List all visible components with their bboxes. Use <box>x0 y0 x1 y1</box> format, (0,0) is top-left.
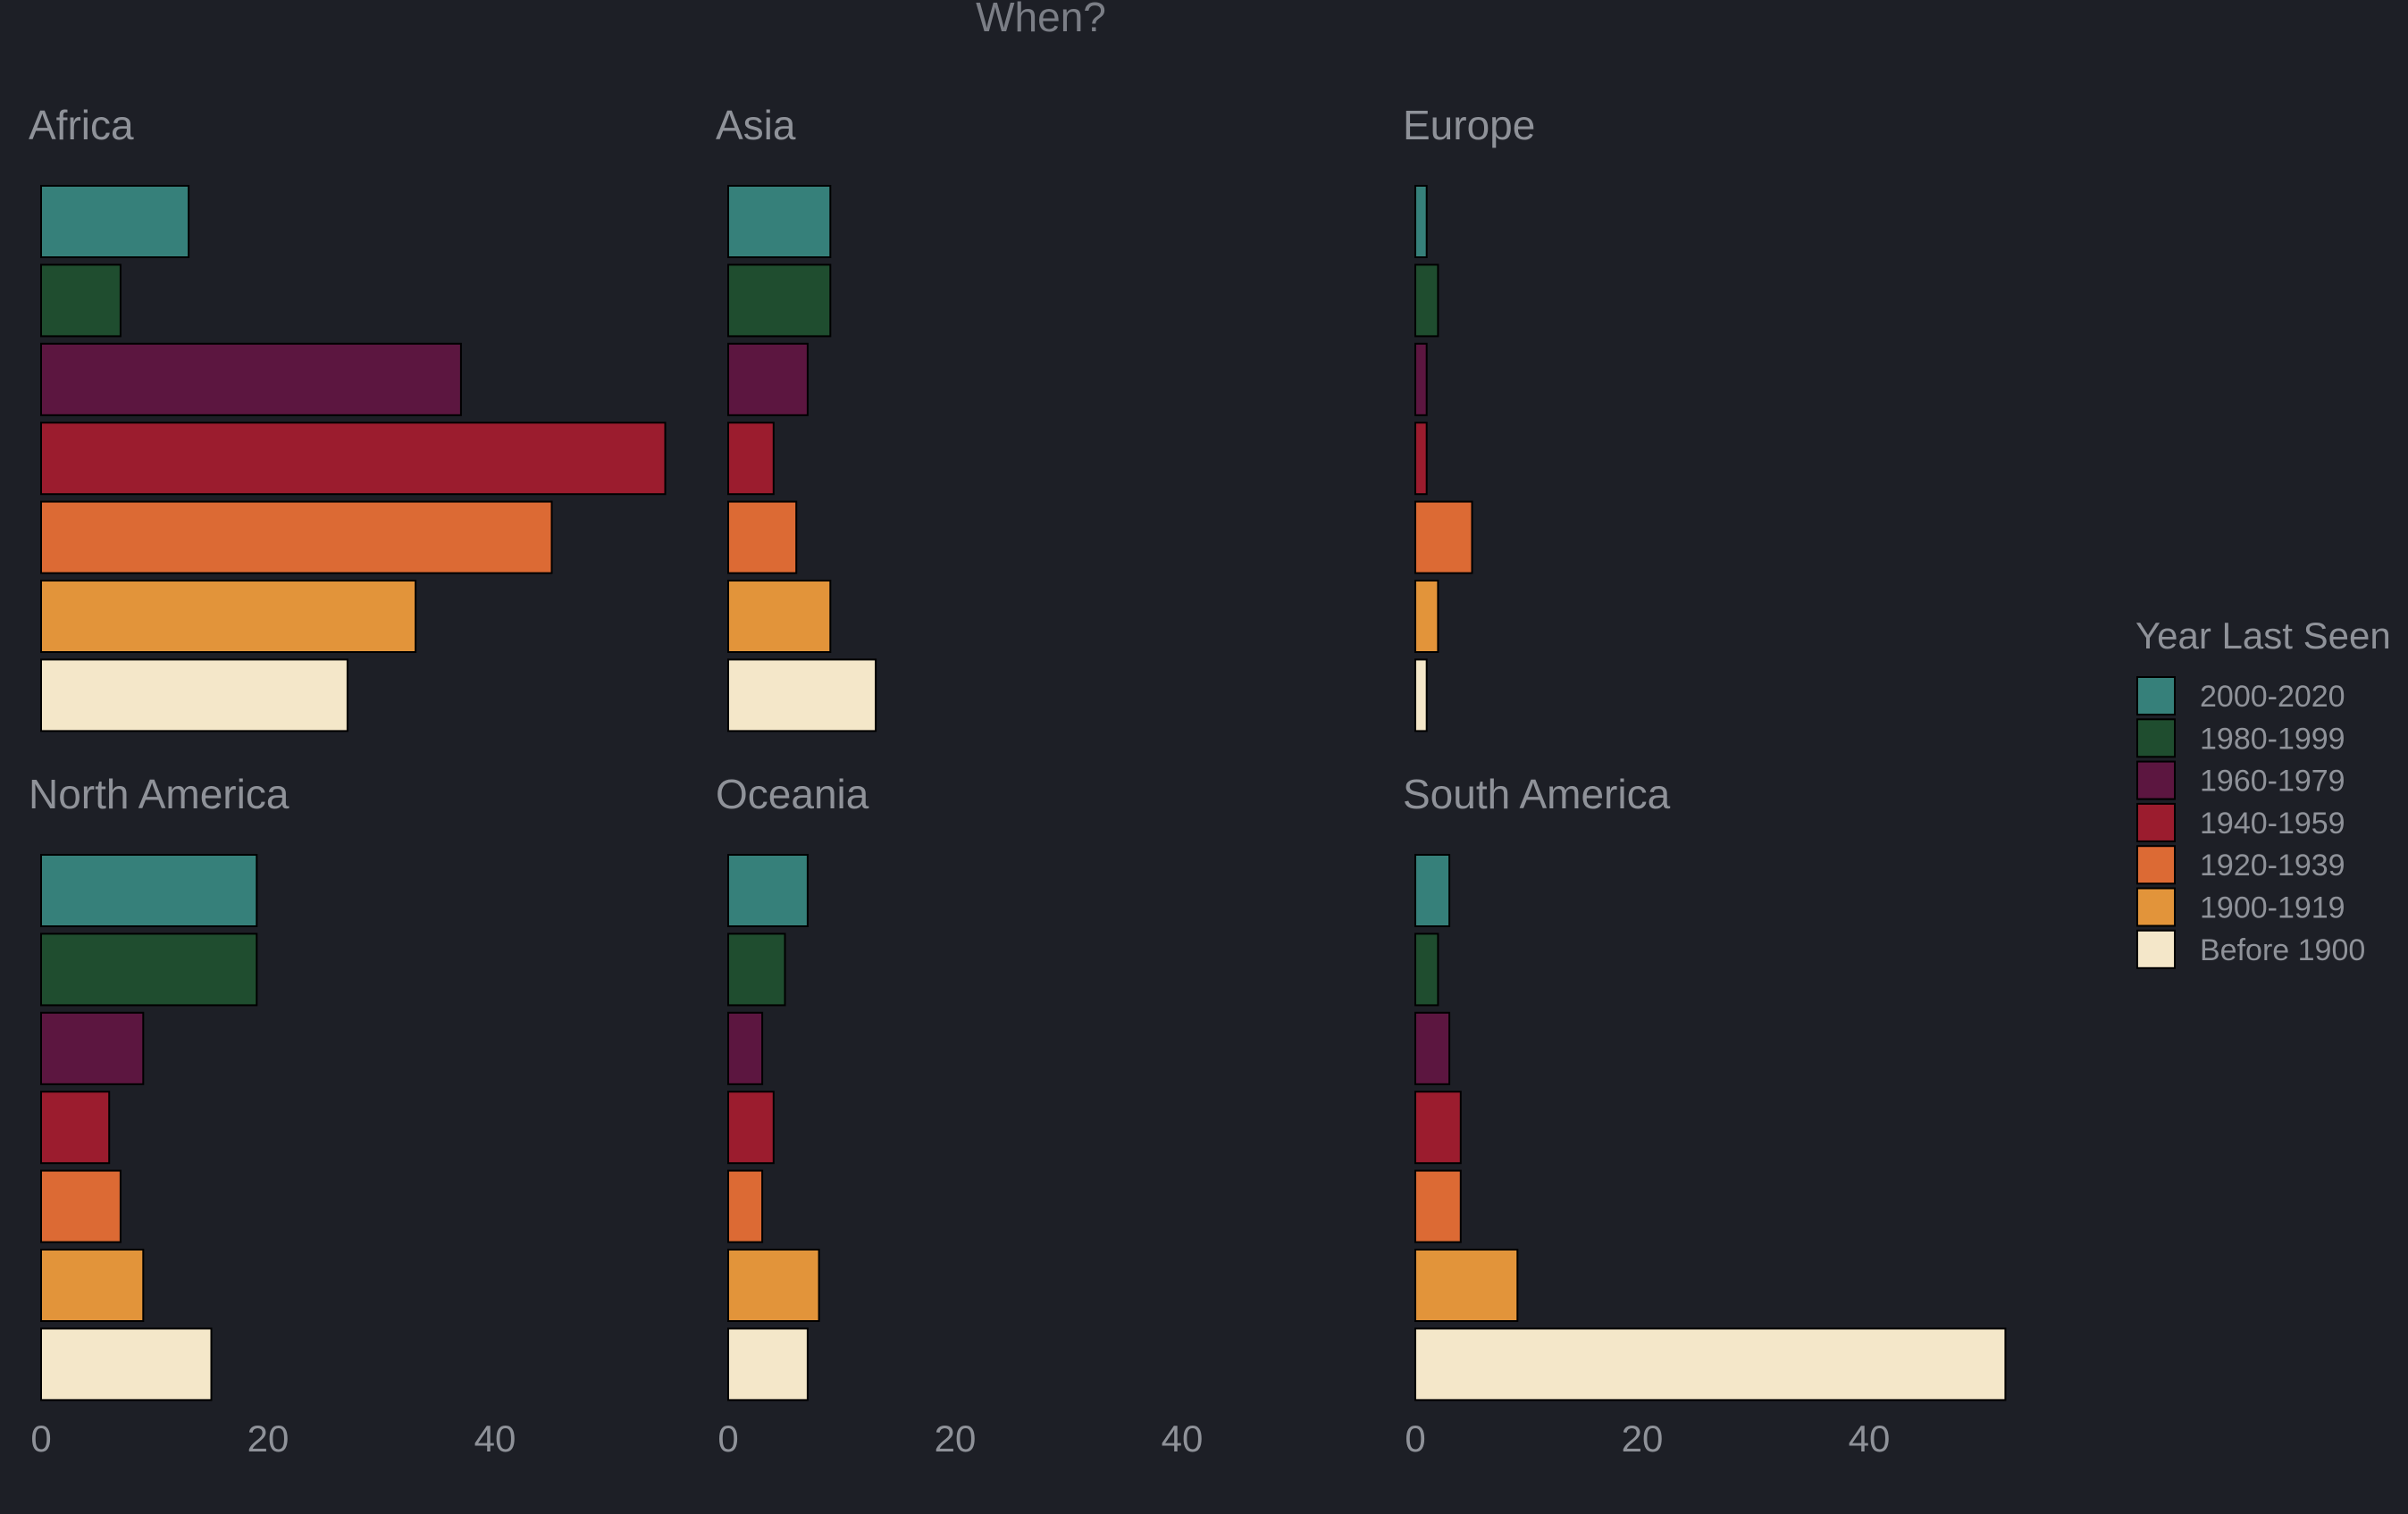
x-tick-label: 40 <box>1162 1418 1204 1460</box>
legend-items: 2000-2020 1980-1999 1960-1979 1940-1959 1920… <box>2136 676 2365 969</box>
legend-swatch-2000-2020 <box>2136 676 2176 715</box>
bar-africa-1940-1959 <box>40 422 667 496</box>
x-tick-label: 40 <box>474 1418 516 1460</box>
bar-africa-before-1900 <box>40 658 348 732</box>
bar-north-america-before-1900 <box>40 1327 213 1401</box>
bar-africa-1920-1939 <box>40 500 553 574</box>
x-tick-label: 20 <box>248 1418 289 1460</box>
facet-africa: Africa <box>29 102 667 732</box>
legend-swatch-1900-1919 <box>2136 887 2176 927</box>
bar-oceania-1960-1979 <box>727 1011 764 1085</box>
bar-asia-1980-1999 <box>727 263 832 338</box>
bar-asia-before-1900 <box>727 658 877 732</box>
legend-swatch-before-1900 <box>2136 929 2176 969</box>
legend-title: Year Last Seen <box>2135 615 2391 657</box>
bar-south-america-1980-1999 <box>1414 933 1439 1007</box>
x-tick-label: 20 <box>1622 1418 1664 1460</box>
legend-label-2000-2020: 2000-2020 <box>2200 680 2345 714</box>
x-tick-label: 20 <box>935 1418 977 1460</box>
legend-label-before-1900: Before 1900 <box>2200 933 2365 967</box>
x-tick-label: 0 <box>30 1418 51 1460</box>
bar-asia-2000-2020 <box>727 185 832 258</box>
legend-label-1940-1959: 1940-1959 <box>2200 807 2345 841</box>
bar-africa-1900-1919 <box>40 580 417 653</box>
x-tick-label: 0 <box>1405 1418 1425 1460</box>
legend-swatch-1940-1959 <box>2136 802 2176 842</box>
facet-label: Africa <box>29 102 134 148</box>
facet-label: North America <box>29 771 289 817</box>
bar-north-america-1900-1919 <box>40 1249 145 1322</box>
bar-north-america-1980-1999 <box>40 933 258 1007</box>
facet-north-america: North America <box>29 771 289 1401</box>
legend-swatch-1980-1999 <box>2136 718 2176 758</box>
bar-north-america-1960-1979 <box>40 1011 145 1085</box>
x-tick-label: 0 <box>717 1418 738 1460</box>
bar-europe-2000-2020 <box>1414 185 1428 258</box>
bar-south-america-1900-1919 <box>1414 1249 1519 1322</box>
facet-panels: Africa Asia Europe North America Oceania Sout… <box>29 102 2007 1460</box>
bar-europe-1900-1919 <box>1414 580 1439 653</box>
facet-south-america: South America <box>1403 771 2007 1401</box>
x-tick-label: 40 <box>1849 1418 1891 1460</box>
bar-europe-1940-1959 <box>1414 422 1428 496</box>
facet-asia: Asia <box>716 102 877 732</box>
legend-swatch-1960-1979 <box>2136 760 2176 800</box>
bar-north-america-2000-2020 <box>40 854 258 927</box>
legend-label-1900-1919: 1900-1919 <box>2200 891 2345 925</box>
facet-label: South America <box>1403 771 1671 817</box>
bar-south-america-1940-1959 <box>1414 1091 1462 1165</box>
bar-oceania-1980-1999 <box>727 933 786 1007</box>
bar-oceania-1900-1919 <box>727 1249 820 1322</box>
bar-oceania-1940-1959 <box>727 1091 775 1165</box>
bar-south-america-1920-1939 <box>1414 1169 1462 1243</box>
bar-europe-1980-1999 <box>1414 263 1439 338</box>
legend-swatch-1920-1939 <box>2136 845 2176 885</box>
facet-europe: Europe <box>1403 102 1535 732</box>
facet-label: Europe <box>1403 102 1535 148</box>
bar-europe-1920-1939 <box>1414 500 1473 574</box>
legend-label-1980-1999: 1980-1999 <box>2200 722 2345 756</box>
bar-europe-1960-1979 <box>1414 342 1428 416</box>
bar-oceania-1920-1939 <box>727 1169 764 1243</box>
bar-asia-1960-1979 <box>727 342 809 416</box>
bar-asia-1900-1919 <box>727 580 832 653</box>
bar-north-america-1940-1959 <box>40 1091 111 1165</box>
facet-label: Oceania <box>716 771 869 817</box>
facet-label: Asia <box>716 102 796 148</box>
facet-oceania: Oceania <box>716 771 869 1401</box>
bar-south-america-1960-1979 <box>1414 1011 1451 1085</box>
chart-title: When? <box>976 0 1106 40</box>
bar-europe-before-1900 <box>1414 658 1428 732</box>
bar-africa-2000-2020 <box>40 185 190 258</box>
legend-label-1960-1979: 1960-1979 <box>2200 765 2345 799</box>
bar-oceania-before-1900 <box>727 1327 809 1401</box>
bar-south-america-before-1900 <box>1414 1327 2007 1401</box>
legend-label-1920-1939: 1920-1939 <box>2200 849 2345 882</box>
bar-north-america-1920-1939 <box>40 1169 122 1243</box>
bar-africa-1980-1999 <box>40 263 122 338</box>
bar-asia-1920-1939 <box>727 500 798 574</box>
bar-asia-1940-1959 <box>727 422 775 496</box>
legend: Year Last Seen 2000-2020 1980-1999 1960-19… <box>2135 615 2391 969</box>
bar-africa-1960-1979 <box>40 342 462 416</box>
bar-south-america-2000-2020 <box>1414 854 1451 927</box>
bar-oceania-2000-2020 <box>727 854 809 927</box>
